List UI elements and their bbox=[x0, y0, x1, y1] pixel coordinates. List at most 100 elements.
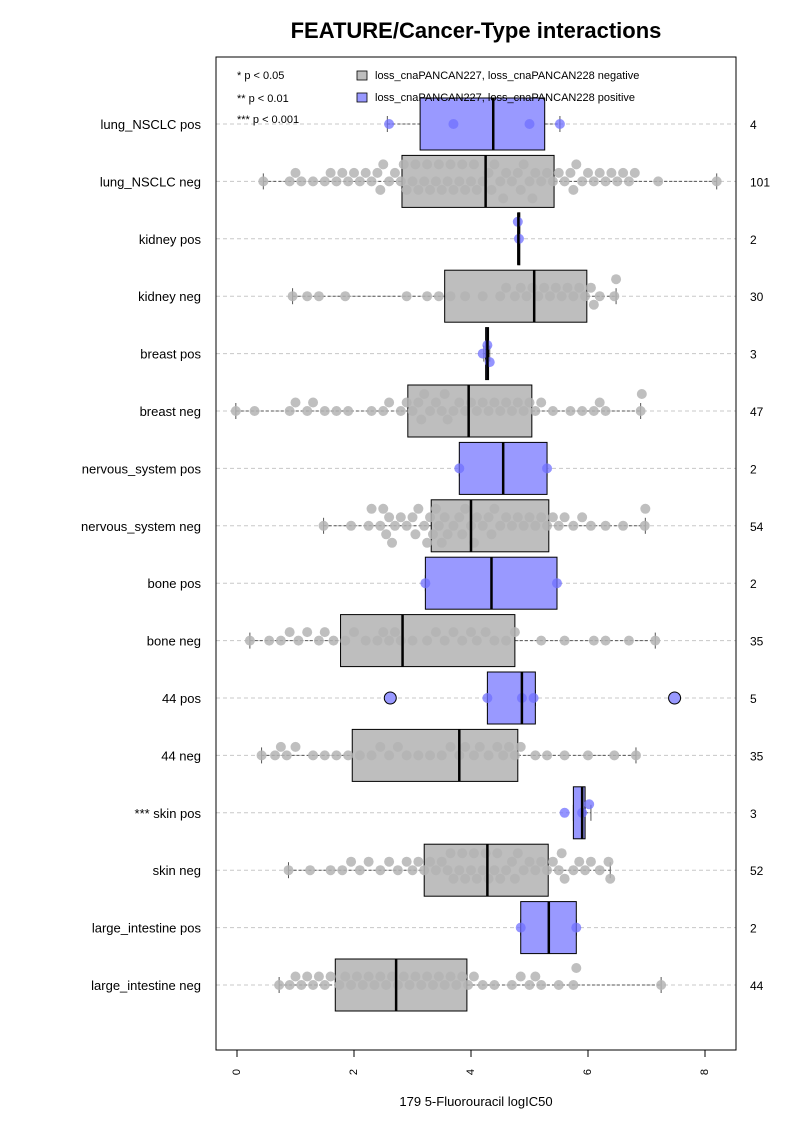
data-point bbox=[416, 414, 427, 425]
data-point bbox=[302, 291, 313, 302]
data-point bbox=[559, 176, 570, 187]
data-point bbox=[296, 980, 307, 990]
data-point bbox=[527, 282, 538, 293]
data-point bbox=[600, 520, 611, 531]
data-point bbox=[410, 971, 421, 982]
data-point bbox=[337, 865, 348, 876]
data-point bbox=[244, 635, 255, 646]
data-point bbox=[460, 503, 471, 514]
row-count: 101 bbox=[750, 175, 770, 189]
data-point bbox=[433, 159, 444, 170]
data-point bbox=[547, 856, 558, 867]
data-point bbox=[249, 406, 260, 416]
data-point bbox=[313, 971, 324, 982]
data-point bbox=[482, 693, 493, 703]
data-point bbox=[375, 865, 386, 876]
data-point bbox=[550, 282, 561, 293]
data-point bbox=[640, 503, 651, 514]
data-point bbox=[515, 741, 526, 752]
data-point bbox=[351, 971, 362, 982]
data-point bbox=[518, 159, 529, 170]
data-point bbox=[568, 291, 579, 302]
data-point bbox=[460, 291, 471, 302]
data-point bbox=[398, 971, 409, 982]
row-nervous-system-pos: nervous_system pos 2 bbox=[82, 441, 757, 495]
data-point bbox=[395, 406, 406, 416]
data-point bbox=[463, 980, 474, 990]
data-point bbox=[639, 520, 650, 531]
data-point bbox=[524, 119, 535, 129]
data-point bbox=[618, 167, 629, 178]
data-point bbox=[284, 627, 295, 638]
data-point bbox=[325, 865, 336, 876]
data-point bbox=[448, 873, 459, 884]
row--skin-pos: *** skin pos 3 bbox=[135, 786, 757, 840]
data-point bbox=[542, 463, 553, 474]
data-point bbox=[375, 971, 386, 982]
data-point bbox=[372, 167, 383, 178]
data-point bbox=[290, 741, 301, 752]
data-point bbox=[501, 282, 512, 293]
row-count: 2 bbox=[750, 462, 757, 476]
p-value-legend: * p < 0.05 ** p < 0.01 *** p < 0.001 bbox=[237, 70, 299, 126]
row-label: 44 pos bbox=[162, 691, 202, 706]
data-point bbox=[495, 520, 506, 531]
data-point bbox=[605, 873, 616, 884]
data-point bbox=[325, 971, 336, 982]
chart-title: FEATURE/Cancer-Type interactions bbox=[291, 18, 662, 43]
row-count: 2 bbox=[750, 233, 757, 247]
data-point bbox=[410, 529, 421, 540]
data-point bbox=[530, 971, 541, 982]
data-point bbox=[536, 397, 547, 408]
data-point bbox=[448, 184, 459, 195]
data-point bbox=[384, 397, 395, 408]
data-point bbox=[346, 856, 357, 867]
data-point bbox=[319, 750, 330, 761]
data-point bbox=[611, 274, 622, 285]
data-point bbox=[466, 865, 476, 876]
data-point bbox=[585, 856, 596, 867]
data-point bbox=[460, 184, 471, 195]
data-point bbox=[454, 397, 465, 408]
data-point bbox=[524, 856, 535, 867]
data-point bbox=[530, 865, 541, 876]
data-point bbox=[442, 176, 453, 187]
data-point bbox=[609, 750, 620, 761]
data-point bbox=[512, 512, 523, 523]
data-point bbox=[584, 799, 595, 810]
data-point bbox=[360, 167, 371, 178]
data-point bbox=[542, 750, 553, 761]
data-point bbox=[378, 406, 389, 416]
row-count: 52 bbox=[750, 864, 764, 878]
data-point bbox=[308, 750, 319, 761]
data-point bbox=[556, 848, 567, 859]
data-point bbox=[530, 520, 541, 531]
data-point bbox=[433, 520, 444, 531]
box-iqr bbox=[419, 97, 546, 151]
outlier-point bbox=[383, 691, 397, 705]
data-point bbox=[439, 635, 450, 646]
data-point bbox=[600, 176, 611, 187]
data-point bbox=[346, 980, 357, 990]
data-point bbox=[422, 159, 433, 170]
data-point bbox=[568, 184, 579, 195]
data-point bbox=[290, 167, 301, 178]
data-point bbox=[422, 291, 433, 302]
data-point bbox=[468, 159, 479, 170]
data-point bbox=[556, 291, 567, 302]
data-point bbox=[381, 980, 392, 990]
row-bone-neg: bone neg 35 bbox=[147, 614, 764, 668]
data-point bbox=[392, 865, 403, 876]
data-point bbox=[442, 865, 453, 876]
p-legend-3: *** p < 0.001 bbox=[237, 114, 299, 126]
data-point bbox=[387, 537, 398, 548]
row-count: 35 bbox=[750, 635, 764, 649]
data-point bbox=[580, 291, 591, 302]
data-point bbox=[509, 873, 520, 884]
data-point bbox=[354, 865, 365, 876]
data-point bbox=[477, 397, 488, 408]
data-point bbox=[230, 406, 241, 416]
data-point bbox=[384, 750, 395, 761]
row-count: 47 bbox=[750, 405, 764, 419]
data-point bbox=[547, 406, 558, 416]
